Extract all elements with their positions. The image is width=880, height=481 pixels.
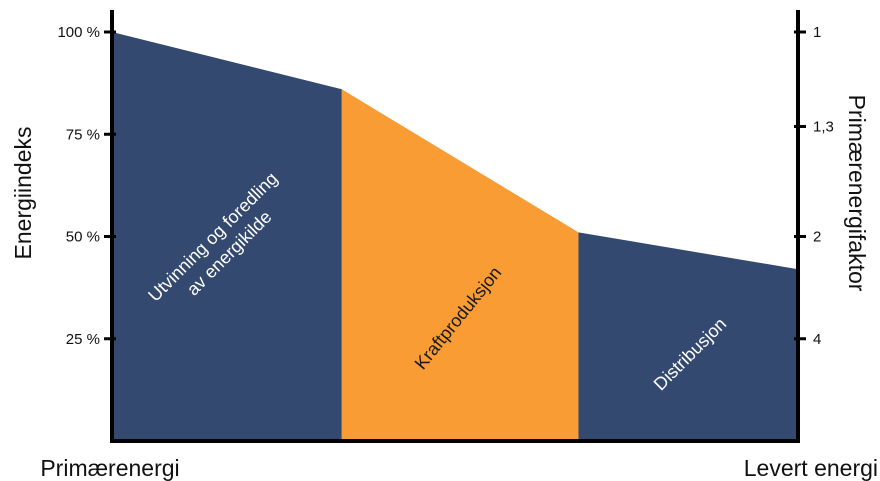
left-tick-label: 100 % (57, 24, 100, 41)
x-end-label: Levert energi (744, 455, 878, 481)
segment-area-3 (578, 232, 798, 441)
right-tick-label: 2 (813, 229, 821, 246)
right-tick-label: 1 (813, 24, 821, 41)
left-axis-title: Energiindeks (10, 127, 36, 260)
right-tick-label: 4 (813, 331, 821, 348)
right-tick-label: 1,3 (813, 118, 834, 135)
left-tick-label: 50 % (66, 229, 100, 246)
segment-area-2 (341, 89, 579, 441)
segment-area-1 (112, 32, 342, 441)
left-tick-label: 75 % (66, 126, 100, 143)
right-axis-title: Primærenergifaktor (844, 95, 870, 292)
left-tick-label: 25 % (66, 331, 100, 348)
x-start-label: Primærenergi (40, 455, 179, 481)
